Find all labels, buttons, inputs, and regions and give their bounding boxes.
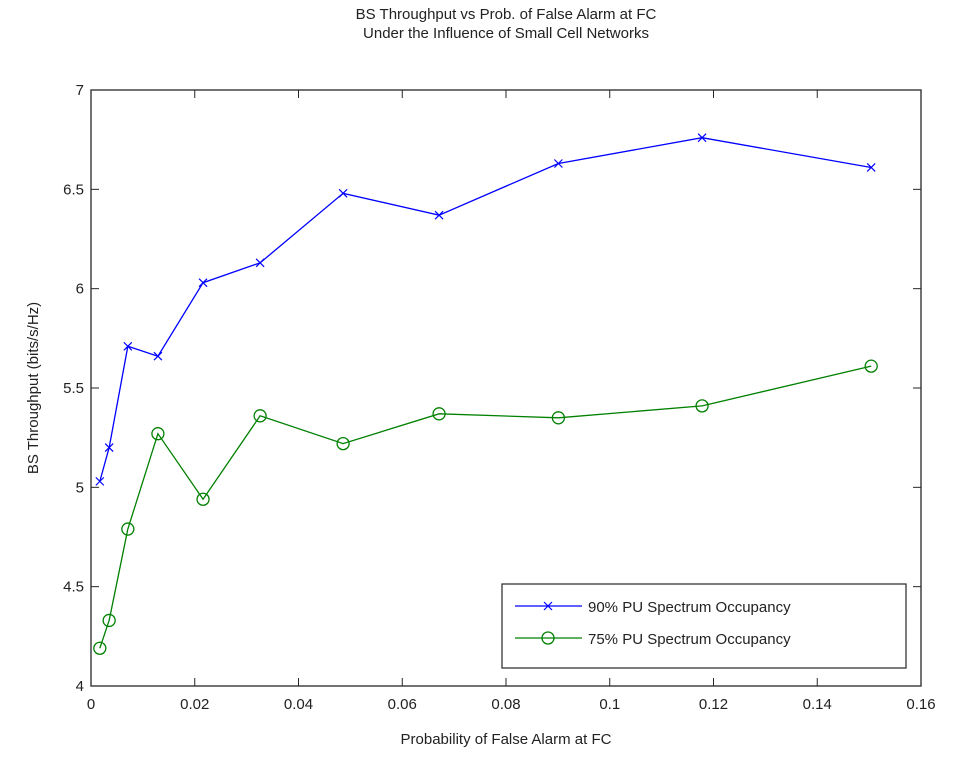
chart-subtitle: Under the Influence of Small Cell Networ… [363, 25, 649, 42]
data-point-marker [864, 359, 878, 373]
data-point-marker [104, 443, 114, 453]
axes: 0 0.02 0.04 0.06 0.08 0.1 0.12 0.14 0.16 4 4.5 5 5.5… [63, 82, 935, 713]
data-point-marker [432, 407, 446, 421]
y-tick-label: 7 [76, 82, 84, 99]
x-axis-label: Probability of False Alarm at FC [401, 731, 612, 748]
x-tick-label: 0 [87, 696, 95, 713]
y-axis-label: BS Throughput (bits/s/Hz) [25, 302, 42, 474]
data-point-marker [866, 163, 876, 172]
data-point-marker [338, 188, 348, 198]
y-tick-label: 4.5 [63, 579, 84, 596]
y-tick-label: 6 [76, 281, 84, 298]
data-point-marker [196, 492, 210, 506]
legend-entry: 90% PU Spectrum Occupancy [515, 599, 791, 616]
x-tick-label: 0.06 [388, 696, 417, 713]
data-point-marker [151, 427, 165, 441]
data-point-marker [255, 258, 265, 268]
legend: 90% PU Spectrum Occupancy 75% PU Spectrum… [501, 583, 907, 669]
y-tick-label: 6.5 [63, 181, 84, 198]
data-point-marker [95, 476, 105, 486]
chart-title: BS Throughput vs Prob. of False Alarm at… [355, 6, 657, 23]
data-point-marker [553, 159, 563, 168]
x-tick-label: 0.02 [180, 696, 209, 713]
data-point-marker [336, 436, 350, 451]
y-tick-label: 4 [76, 678, 84, 695]
data-point-marker [695, 399, 709, 413]
data-point-marker [198, 278, 208, 288]
data-point-marker [434, 210, 444, 220]
y-tick-label: 5 [76, 479, 84, 496]
legend-box [501, 583, 907, 669]
x-marker-icon [543, 601, 553, 611]
legend-label: 90% PU Spectrum Occupancy [588, 599, 791, 616]
series-group [93, 133, 878, 655]
legend-entry: 75% PU Spectrum Occupancy [515, 631, 791, 648]
x-tick-label: 0.12 [699, 696, 728, 713]
series-pu-75 [93, 359, 878, 655]
circle-marker-icon [541, 631, 555, 645]
x-tick-label: 0.16 [906, 696, 935, 713]
x-tick-label: 0.04 [284, 696, 313, 713]
data-point-marker [123, 341, 133, 351]
x-tick-label: 0.1 [599, 696, 620, 713]
legend-label: 75% PU Spectrum Occupancy [588, 631, 791, 648]
series-pu-90 [95, 133, 876, 486]
y-tick-label: 5.5 [63, 380, 84, 397]
data-point-marker [153, 351, 163, 361]
data-point-marker [121, 522, 135, 536]
data-point-marker [697, 133, 707, 143]
data-point-marker [551, 411, 566, 425]
data-point-marker [102, 613, 116, 628]
series-line [99, 137, 872, 482]
x-tick-label: 0.14 [803, 696, 832, 713]
series-line [99, 365, 872, 649]
data-point-marker [253, 409, 267, 423]
data-point-marker [93, 641, 107, 655]
x-tick-label: 0.08 [491, 696, 520, 713]
